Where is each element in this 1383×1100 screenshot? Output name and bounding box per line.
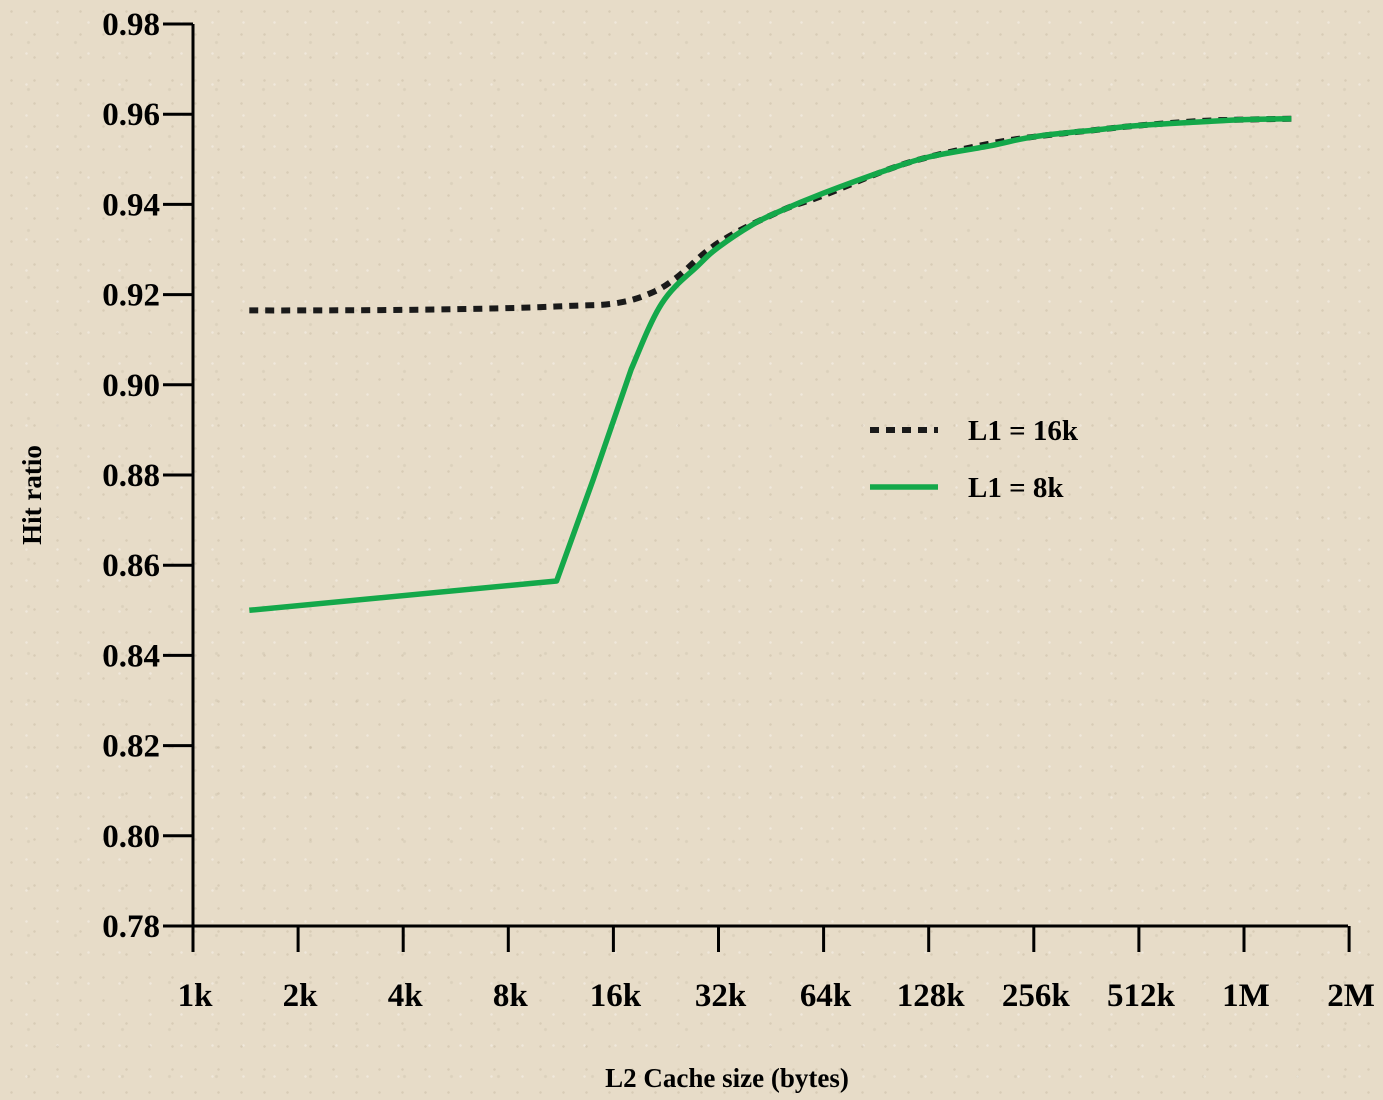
x-tick-label: 1M — [1222, 978, 1270, 1014]
x-tick-label: 16k — [590, 978, 642, 1014]
y-tick-label: 0.86 — [102, 548, 160, 584]
y-tick-label: 0.94 — [102, 187, 160, 223]
legend-label-l1-16k: L1 = 16k — [968, 415, 1079, 447]
y-tick-label: 0.84 — [102, 638, 160, 674]
x-axis-title: L2 Cache size (bytes) — [605, 1063, 849, 1093]
legend: L1 = 16k L1 = 8k — [870, 415, 1079, 504]
x-tick-label: 1k — [178, 978, 214, 1014]
x-tick-label: 128k — [897, 978, 966, 1014]
x-tick-label: 512k — [1107, 978, 1176, 1014]
y-axis-title: Hit ratio — [17, 445, 47, 545]
x-tick-label: 2M — [1327, 978, 1375, 1014]
x-axis: 1k 2k 4k 8k 16k 32k 64k 128k 256k 512k 1M 2M — [178, 924, 1375, 1014]
y-tick-label: 0.82 — [102, 729, 160, 765]
series-l1-8k-line — [249, 115, 1292, 614]
x-tick-label: 4k — [388, 978, 424, 1014]
y-tick-label: 0.96 — [102, 97, 160, 133]
x-tick-label: 256k — [1002, 978, 1071, 1014]
y-axis: 0.78 0.80 0.82 0.84 0.86 0.88 0.90 0.92 0.94 0.96… — [102, 7, 195, 945]
x-tick-label: 8k — [493, 978, 529, 1014]
legend-label-l1-8k: L1 = 8k — [968, 472, 1064, 504]
series-layer — [249, 115, 1292, 614]
y-tick-label: 0.80 — [102, 819, 160, 855]
y-tick-label: 0.92 — [102, 278, 160, 314]
y-tick-label: 0.98 — [102, 7, 160, 43]
x-tick-label: 32k — [695, 978, 747, 1014]
x-tick-label: 64k — [800, 978, 852, 1014]
x-tick-label: 2k — [283, 978, 319, 1014]
y-tick-label: 0.90 — [102, 368, 160, 404]
y-tick-label: 0.78 — [102, 909, 160, 945]
y-tick-label: 0.88 — [102, 458, 160, 494]
